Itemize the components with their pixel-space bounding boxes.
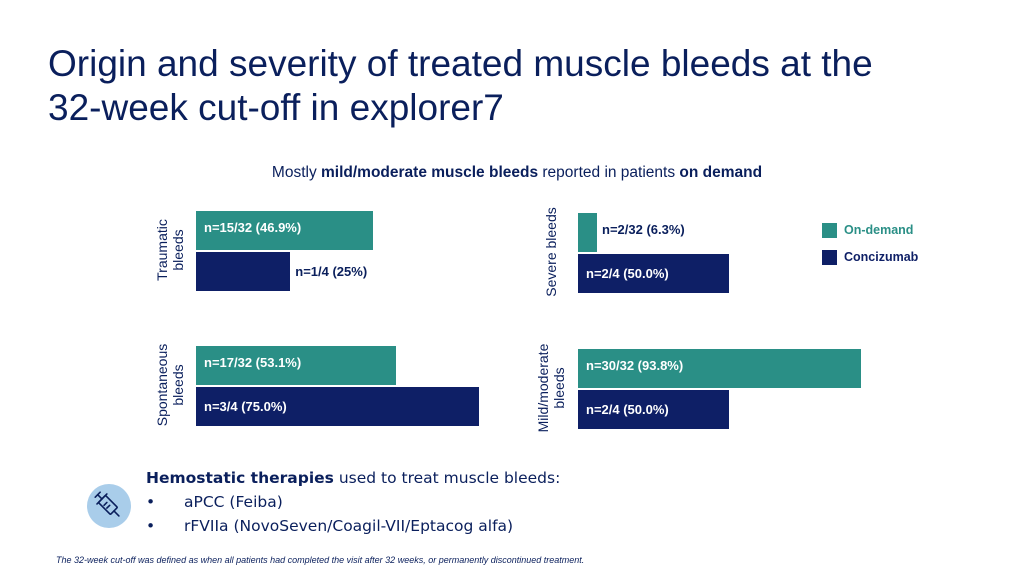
therapy-item: • aPCC (Feiba) [146,490,560,514]
therapy-item-label: rFVIIa (NovoSeven/Coagil-VII/Eptacog alf… [184,517,514,535]
syringe-icon [87,484,131,528]
bar-on-demand [196,346,397,385]
title-line-2: 32-week cut-off in explorer7 [48,87,504,128]
data-label: n=2/32 (6.3%) [602,222,685,237]
data-label: n=3/4 (75.0%) [204,399,287,414]
category-label: Severe bleeds [543,207,559,297]
title-line-1: Origin and severity of treated muscle bl… [48,43,873,84]
legend-on-demand: On-demand [822,222,913,238]
bar-concizumab [196,252,291,291]
category-label-line: Traumatic [154,219,170,281]
category-label: Spontaneous bleeds [154,344,186,427]
category-label: Traumatic bleeds [154,219,186,281]
bullet: • [146,517,156,535]
category-label-line: Severe bleeds [543,207,559,297]
data-label: n=30/32 (93.8%) [586,358,684,373]
bar-concizumab [578,254,729,293]
category-label-line: bleeds [551,367,567,409]
bar-concizumab [196,387,479,426]
bar-on-demand [578,213,598,252]
therapies-header-bold: Hemostatic therapies [146,469,334,487]
data-label: n=1/4 (25%) [295,264,368,279]
footnote: The 32-week cut-off was defined as when … [56,555,585,565]
therapy-item-label: aPCC (Feiba) [184,493,283,511]
bar-on-demand [196,211,373,250]
therapies-header: Hemostatic therapies used to treat muscl… [146,466,560,490]
category-label: Mild/moderate bleeds [535,344,567,433]
subtitle-bold-1: mild/moderate muscle bleeds [321,164,539,181]
subtitle-bold-2: on demand [679,164,763,181]
subtitle-part-2: reported in patients [538,164,680,181]
data-label: n=2/4 (50.0%) [586,402,669,417]
chart-subtitle: Mostly mild/moderate muscle bleeds repor… [0,164,1024,182]
legend-label-on-demand: On-demand [844,223,914,237]
data-label: n=15/32 (46.9%) [204,220,302,235]
legend-concizumab: Concizumab [822,249,918,265]
page-title: Origin and severity of treated muscle bl… [48,42,948,130]
legend-swatch-on-demand [822,222,837,238]
bullet: • [146,493,156,511]
bar-on-demand [578,349,862,388]
legend-swatch-concizumab [822,249,837,265]
therapies-header-rest: used to treat muscle bleeds: [333,469,561,487]
subtitle-part-1: Mostly [271,164,322,181]
data-label: n=2/4 (50.0%) [586,266,669,281]
legend-label-concizumab: Concizumab [844,250,919,264]
category-label-line: bleeds [170,229,186,271]
bar-concizumab [578,390,729,429]
category-label-line: Mild/moderate [535,343,551,433]
data-label: n=17/32 (53.1%) [204,355,302,370]
category-label-line: bleeds [170,364,186,406]
hemostatic-therapies: Hemostatic therapies used to treat muscl… [146,466,560,538]
category-label-line: Spontaneous [154,343,170,427]
therapy-item: • rFVIIa (NovoSeven/Coagil-VII/Eptacog a… [146,514,560,538]
